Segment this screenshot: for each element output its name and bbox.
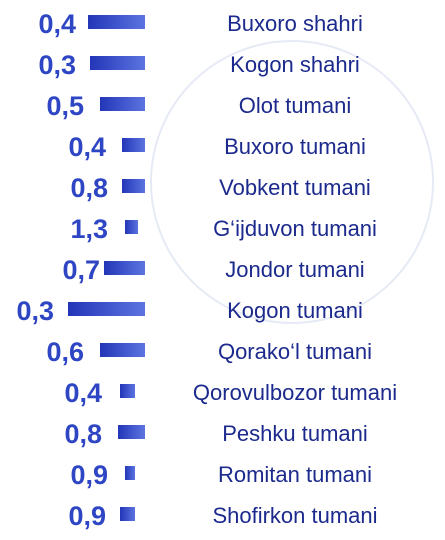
value: 0,5 <box>4 89 84 123</box>
value: 0,6 <box>4 335 84 369</box>
value: 0,4 <box>22 376 102 410</box>
row: 0,9 Shofirkon tumani <box>0 496 445 536</box>
row: 0,3 Kogon tumani <box>0 291 445 331</box>
bar-icon <box>122 179 145 193</box>
bar-icon <box>120 507 135 521</box>
district-name: Buxoro shahri <box>150 7 440 41</box>
bar-icon <box>90 56 145 70</box>
district-name: Kogon shahri <box>150 48 440 82</box>
row: 0,5 Olot tumani <box>0 86 445 126</box>
district-name: Romitan tumani <box>150 458 440 492</box>
district-name: Qorako‘l tumani <box>150 335 440 369</box>
district-name: Vobkent tumani <box>150 171 440 205</box>
row: 1,3 G‘ijduvon tumani <box>0 209 445 249</box>
district-name: G‘ijduvon tumani <box>150 212 440 246</box>
district-name: Buxoro tumani <box>150 130 440 164</box>
bar-icon <box>100 343 145 357</box>
bar-icon <box>122 138 145 152</box>
district-name: Jondor tumani <box>150 253 440 287</box>
row: 0,4 Qorovulbozor tumani <box>0 373 445 413</box>
value: 0,4 <box>26 130 106 164</box>
row: 0,3 Kogon shahri <box>0 45 445 85</box>
row: 0,4 Buxoro tumani <box>0 127 445 167</box>
district-name: Peshku tumani <box>150 417 440 451</box>
value: 0,8 <box>28 171 108 205</box>
row: 0,9 Romitan tumani <box>0 455 445 495</box>
bar-icon <box>120 384 135 398</box>
bar-icon <box>100 97 145 111</box>
bar-icon <box>125 466 135 480</box>
bar-icon <box>68 302 145 316</box>
row: 0,8 Vobkent tumani <box>0 168 445 208</box>
value: 1,3 <box>28 212 108 246</box>
row: 0,6 Qorako‘l tumani <box>0 332 445 372</box>
value: 0,3 <box>0 48 76 82</box>
district-name: Qorovulbozor tumani <box>150 376 440 410</box>
district-name: Olot tumani <box>150 89 440 123</box>
row: 0,7 Jondor tumani <box>0 250 445 290</box>
value: 0,8 <box>22 417 102 451</box>
row: 0,8 Peshku tumani <box>0 414 445 454</box>
bar-icon <box>118 425 145 439</box>
value: 0,4 <box>0 7 76 41</box>
value: 0,9 <box>26 499 106 533</box>
bar-icon <box>104 261 145 275</box>
row: 0,4 Buxoro shahri <box>0 4 445 44</box>
value: 0,9 <box>28 458 108 492</box>
value: 0,7 <box>20 253 100 287</box>
bar-icon <box>88 15 145 29</box>
district-name: Kogon tumani <box>150 294 440 328</box>
bar-icon <box>125 220 138 234</box>
value: 0,3 <box>0 294 54 328</box>
district-list: 0,4 Buxoro shahri 0,3 Kogon shahri 0,5 Olot t… <box>0 0 445 540</box>
district-name: Shofirkon tumani <box>150 499 440 533</box>
